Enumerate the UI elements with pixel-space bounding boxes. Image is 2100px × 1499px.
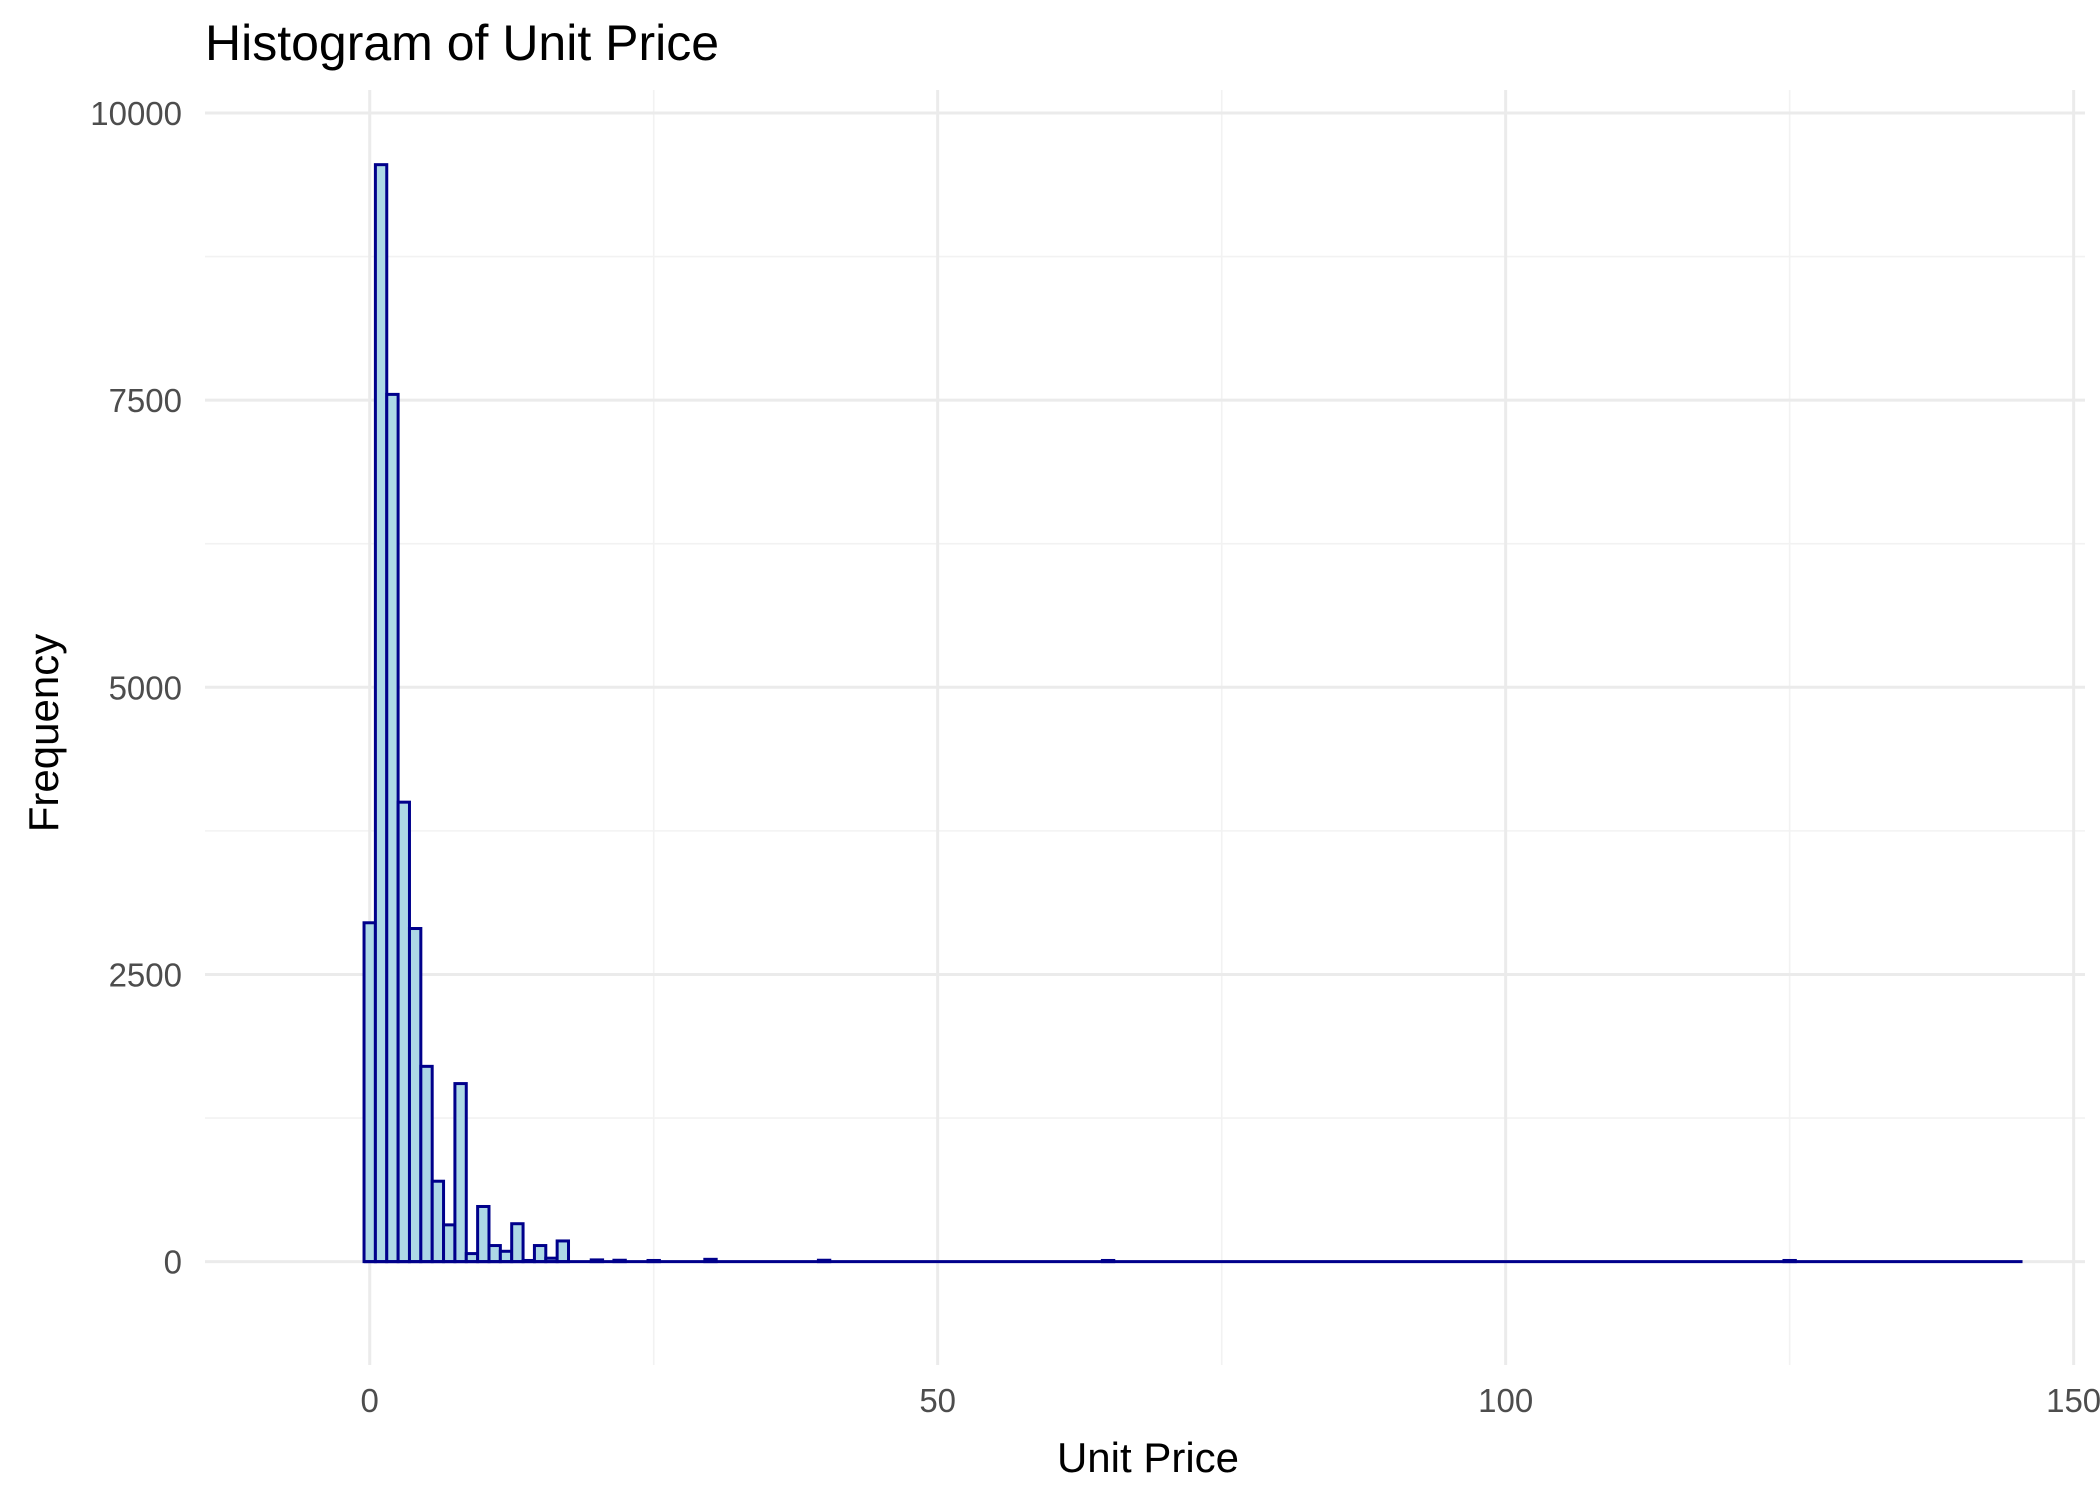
- x-tick-label: 50: [919, 1382, 956, 1419]
- histogram-bar: [555, 1239, 571, 1264]
- histogram-bar: [453, 1082, 468, 1264]
- histogram-bar: [362, 921, 377, 1264]
- chart-title: Histogram of Unit Price: [205, 15, 719, 71]
- bars: [362, 163, 1797, 1264]
- histogram-bar: [373, 163, 389, 1264]
- y-tick-label: 10000: [90, 95, 182, 132]
- x-tick-labels: 0 50 100 150: [361, 1382, 2100, 1419]
- x-tick-label: 0: [361, 1382, 379, 1419]
- histogram-bar: [419, 1064, 434, 1264]
- y-tick-label: 7500: [109, 382, 182, 419]
- x-axis-title: Unit Price: [1057, 1434, 1239, 1481]
- histogram-bar: [510, 1222, 525, 1264]
- y-tick-labels: 0 2500 5000 7500 10000: [90, 95, 182, 1281]
- histogram-bar: [532, 1244, 548, 1264]
- histogram-bar: [476, 1204, 491, 1264]
- histogram-bar: [396, 800, 411, 1264]
- y-tick-label: 2500: [109, 956, 182, 993]
- histogram-bar: [407, 927, 423, 1264]
- histogram-bar: [430, 1179, 446, 1264]
- grid: [205, 90, 2085, 1365]
- x-tick-label: 100: [1478, 1382, 1533, 1419]
- y-tick-label: 5000: [109, 669, 182, 706]
- y-axis-title: Frequency: [20, 634, 67, 832]
- x-tick-label: 150: [2046, 1382, 2100, 1419]
- histogram-bar: [498, 1249, 514, 1264]
- histogram-bar: [442, 1223, 457, 1264]
- histogram-bar: [487, 1244, 502, 1264]
- y-tick-label: 0: [164, 1244, 182, 1281]
- histogram-bar: [385, 392, 400, 1264]
